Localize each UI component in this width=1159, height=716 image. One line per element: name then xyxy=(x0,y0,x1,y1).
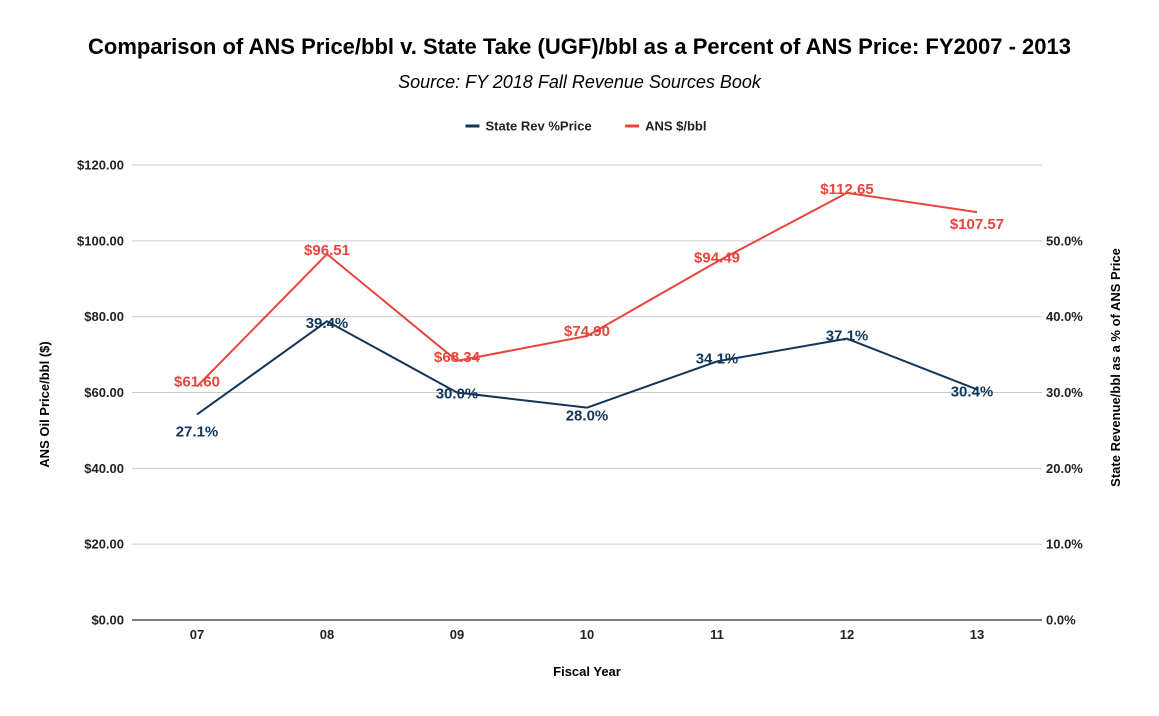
x-tick-label: 13 xyxy=(970,627,984,642)
data-label: $74.90 xyxy=(564,323,610,340)
chart-title: Comparison of ANS Price/bbl v. State Tak… xyxy=(88,34,1071,59)
series-line-ans-bbl xyxy=(196,191,978,388)
y-left-tick-label: $0.00 xyxy=(91,613,124,628)
data-label: 28.0% xyxy=(566,408,609,425)
data-label: $107.57 xyxy=(950,216,1004,233)
data-label: 34.1% xyxy=(696,350,739,367)
data-label: $68.34 xyxy=(434,349,481,366)
x-tick-label: 07 xyxy=(190,627,204,642)
x-tick-label: 12 xyxy=(840,627,854,642)
y-left-tick-label: $60.00 xyxy=(84,385,124,400)
legend-label: State Rev %Price xyxy=(486,119,592,134)
y-right-tick-label: 0.0% xyxy=(1046,613,1076,628)
x-axis-title: Fiscal Year xyxy=(553,664,621,679)
y-right-tick-label: 40.0% xyxy=(1046,309,1083,324)
data-label: $61.60 xyxy=(174,373,220,390)
data-label: 37.1% xyxy=(826,328,869,345)
y-right-tick-label: 10.0% xyxy=(1046,537,1083,552)
data-label: 30.0% xyxy=(436,386,479,403)
x-tick-label: 09 xyxy=(450,627,464,642)
chart-subtitle: Source: FY 2018 Fall Revenue Sources Boo… xyxy=(398,72,761,92)
x-tick-label: 11 xyxy=(710,627,724,642)
y-left-tick-label: $80.00 xyxy=(84,309,124,324)
x-tick-label: 08 xyxy=(320,627,334,642)
y-left-tick-label: $40.00 xyxy=(84,461,124,476)
y-right-tick-label: 50.0% xyxy=(1046,233,1083,248)
data-label: 30.4% xyxy=(951,383,994,400)
y-right-tick-label: 30.0% xyxy=(1046,385,1083,400)
series-line-state-rev-price xyxy=(196,320,978,416)
y-left-axis-title: ANS Oil Price/bbl ($) xyxy=(37,341,52,467)
y-left-tick-label: $120.00 xyxy=(77,158,124,173)
data-label: $96.51 xyxy=(304,242,350,259)
x-tick-label: 10 xyxy=(580,627,594,642)
data-label: $112.65 xyxy=(820,181,873,198)
y-left-tick-label: $100.00 xyxy=(77,233,124,248)
y-right-axis-title: State Revenue/bbl as a % of ANS Price xyxy=(1108,248,1123,487)
y-right-tick-label: 20.0% xyxy=(1046,461,1083,476)
legend-label: ANS $/bbl xyxy=(645,119,706,134)
data-label: $94.49 xyxy=(694,250,740,267)
data-label: 39.4% xyxy=(306,315,349,332)
y-left-tick-label: $20.00 xyxy=(84,537,124,552)
data-label: 27.1% xyxy=(176,423,219,440)
